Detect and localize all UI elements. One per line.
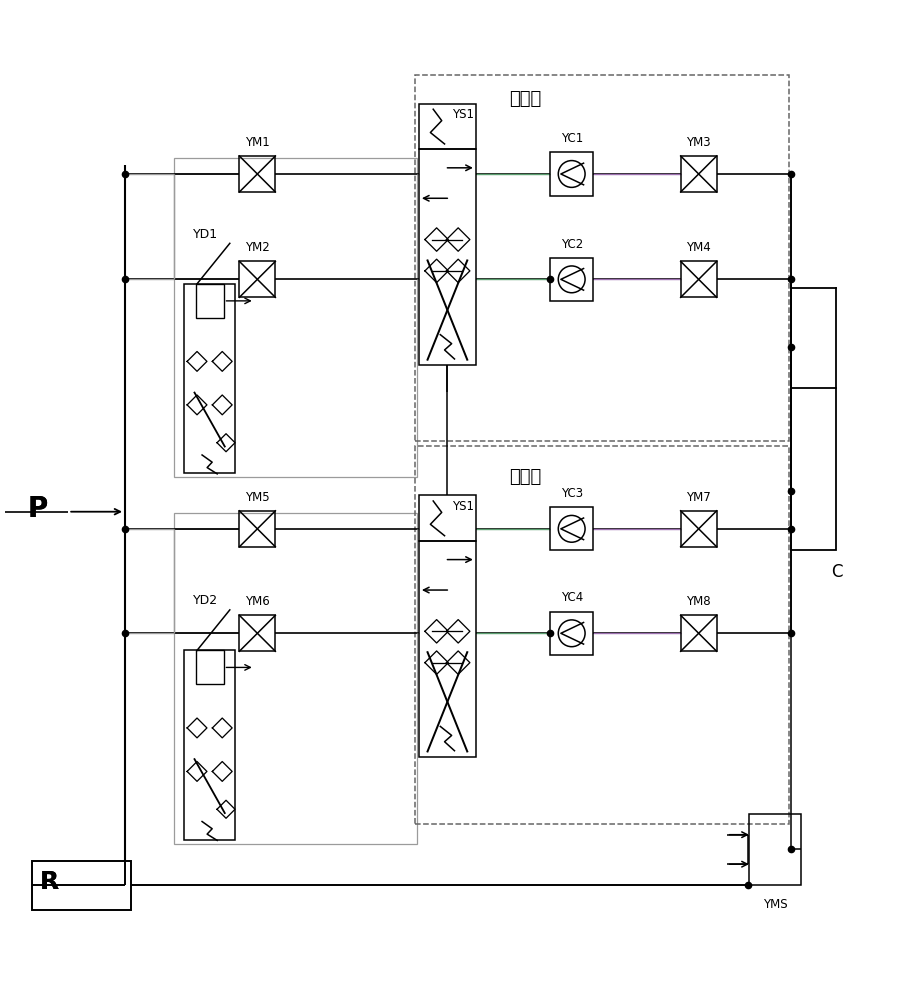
Bar — [681, 615, 717, 651]
Bar — [419, 495, 475, 541]
Bar — [419, 149, 475, 365]
Text: P: P — [28, 495, 48, 523]
Text: YC2: YC2 — [560, 238, 583, 251]
Text: R: R — [40, 870, 59, 894]
Bar — [681, 511, 717, 547]
Text: YM6: YM6 — [245, 595, 270, 608]
Bar — [419, 541, 475, 757]
Text: YM4: YM4 — [686, 241, 711, 254]
Text: YD1: YD1 — [192, 228, 217, 241]
Bar — [239, 615, 275, 651]
Bar — [239, 511, 275, 547]
Text: YS1: YS1 — [452, 500, 474, 513]
Text: YC3: YC3 — [561, 487, 583, 500]
Bar — [184, 284, 235, 473]
Text: YM1: YM1 — [245, 136, 270, 149]
Bar — [239, 261, 275, 297]
Text: YC1: YC1 — [560, 132, 583, 145]
Text: YM5: YM5 — [245, 491, 270, 504]
Bar — [173, 513, 418, 844]
Text: 备用阀: 备用阀 — [510, 468, 542, 486]
Bar — [196, 650, 224, 684]
Text: YM8: YM8 — [686, 595, 711, 608]
Bar — [550, 507, 594, 550]
Bar — [239, 156, 275, 192]
Text: P: P — [28, 495, 48, 523]
Text: 主控阀: 主控阀 — [510, 90, 542, 108]
Text: YC4: YC4 — [560, 591, 583, 604]
Bar — [196, 284, 224, 318]
Bar — [550, 612, 594, 655]
Text: YMS: YMS — [763, 898, 787, 911]
Text: C: C — [831, 563, 842, 581]
Bar — [415, 75, 788, 441]
Text: YM3: YM3 — [686, 136, 711, 149]
Bar — [681, 156, 717, 192]
Bar — [791, 388, 836, 550]
Bar — [681, 261, 717, 297]
Text: YS1: YS1 — [452, 108, 474, 121]
Text: YD2: YD2 — [192, 594, 217, 607]
Bar — [749, 814, 801, 885]
Bar — [173, 158, 418, 477]
Bar — [184, 650, 235, 840]
Bar — [32, 861, 132, 910]
Text: YM2: YM2 — [245, 241, 270, 254]
Bar — [419, 104, 475, 149]
Bar — [550, 152, 594, 196]
Bar — [550, 258, 594, 301]
Text: YM7: YM7 — [686, 491, 711, 504]
Text: R: R — [40, 870, 59, 894]
Bar — [415, 446, 788, 824]
